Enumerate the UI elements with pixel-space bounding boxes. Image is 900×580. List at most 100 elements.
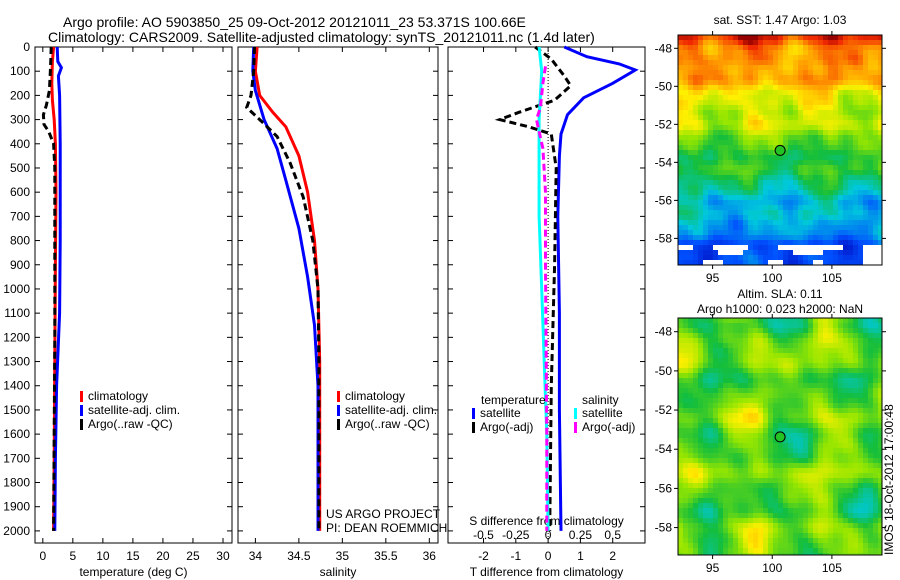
map-cell [788, 323, 793, 328]
map-cell [748, 70, 753, 75]
map-cell [713, 195, 718, 200]
map-cell [698, 240, 703, 245]
map-cell [758, 65, 763, 70]
legend-label: satellite-adj. clim. [88, 403, 180, 417]
map-cell [758, 388, 763, 393]
map-cell [803, 483, 808, 488]
map-cell [858, 195, 863, 200]
map-cell [693, 205, 698, 210]
map-cell [843, 85, 848, 90]
map-cell [858, 338, 863, 343]
map-cell [698, 518, 703, 523]
map-cell [823, 413, 828, 418]
map-cell [713, 105, 718, 110]
map-cell [863, 553, 868, 555]
map-cell [823, 498, 828, 503]
map-cell [703, 135, 708, 140]
map-cell [698, 523, 703, 528]
map-cell [713, 250, 718, 255]
map-cell [688, 40, 693, 45]
map-cell [823, 463, 828, 468]
map-cell [848, 493, 853, 498]
map-cell [833, 40, 838, 45]
map-cell [808, 40, 813, 45]
map-cell [848, 205, 853, 210]
map-cell [698, 353, 703, 358]
map-cell [823, 120, 828, 125]
map-cell [743, 323, 748, 328]
map-cell [768, 383, 773, 388]
map-cell [863, 115, 868, 120]
map-cell [843, 205, 848, 210]
map-cell [718, 443, 723, 448]
map-cell [688, 225, 693, 230]
map-cell [833, 140, 838, 145]
map-cell [868, 508, 873, 513]
map-cell [678, 205, 683, 210]
map-cell [763, 110, 768, 115]
map-cell [878, 60, 882, 65]
map-cell [778, 348, 783, 353]
map-cell [878, 428, 882, 433]
map-cell [863, 403, 868, 408]
map-cell [763, 40, 768, 45]
map-cell [738, 250, 743, 255]
map-cell [808, 130, 813, 135]
map-cell [683, 338, 688, 343]
map-cell [718, 368, 723, 373]
map-cell [698, 493, 703, 498]
map-cell [873, 200, 878, 205]
map-cell [768, 105, 773, 110]
map-cell [763, 240, 768, 245]
y-tick-label: 1400 [3, 379, 30, 393]
map-cell [848, 433, 853, 438]
map-cell [718, 65, 723, 70]
map-cell [688, 513, 693, 518]
map-cell [783, 478, 788, 483]
map-cell [793, 548, 798, 553]
map-cell [843, 135, 848, 140]
map-cell [713, 323, 718, 328]
map-cell [838, 358, 843, 363]
map-cell [713, 85, 718, 90]
map-cell [713, 205, 718, 210]
map-cell [843, 518, 848, 523]
map-cell [708, 413, 713, 418]
map-cell [713, 180, 718, 185]
map-cell [693, 443, 698, 448]
map-cell [833, 200, 838, 205]
map-cell [828, 105, 833, 110]
map-cell [733, 155, 738, 160]
map-cell [733, 493, 738, 498]
map-cell [823, 175, 828, 180]
map-cell [803, 488, 808, 493]
map-cell [778, 245, 783, 250]
map-cell [753, 235, 758, 240]
map-cell [878, 423, 882, 428]
map-cell [693, 503, 698, 508]
map-cell [733, 45, 738, 50]
map-cell [768, 493, 773, 498]
map-cell [693, 483, 698, 488]
map-cell [703, 468, 708, 473]
map-cell [783, 130, 788, 135]
map-cell [738, 533, 743, 538]
map-cell [803, 433, 808, 438]
map-cell [768, 513, 773, 518]
map-cell [848, 353, 853, 358]
map-cell [858, 548, 863, 553]
map-cell [873, 473, 878, 478]
series-line-temperature-satellite [556, 45, 639, 531]
map-cell [773, 200, 778, 205]
map-cell [763, 403, 768, 408]
map-cell [738, 538, 743, 543]
map-cell [728, 85, 733, 90]
map-cell [678, 165, 683, 170]
map-cell [728, 438, 733, 443]
map-cell [718, 448, 723, 453]
map-cell [763, 418, 768, 423]
map-cell [853, 250, 858, 255]
map-cell [703, 513, 708, 518]
map-cell [813, 80, 818, 85]
map-cell [743, 373, 748, 378]
